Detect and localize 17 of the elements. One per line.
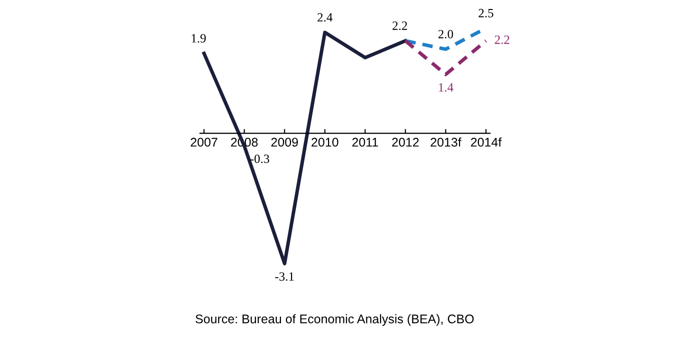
x-tick-label: 2013f <box>430 137 462 147</box>
x-tick-label: 2014f <box>470 137 502 147</box>
x-tick-label: 2007 <box>190 138 218 147</box>
data-label: 2.0 <box>438 30 454 38</box>
data-label: -3.1 <box>275 272 294 281</box>
x-tick-label: 2011 <box>352 138 378 147</box>
data-label: 2.5 <box>478 8 494 18</box>
x-tick-label: 2012 <box>392 138 419 147</box>
data-label: 2.2 <box>392 22 407 30</box>
data-label: 1.4 <box>438 83 454 92</box>
source-note: Source: Bureau of Economic Analysis (BEA), CBO <box>196 314 474 326</box>
data-label: 2.2 <box>494 36 510 44</box>
data-label: -0.3 <box>250 154 270 164</box>
x-tick-label: 2009 <box>271 138 298 147</box>
x-tick-label: 2010 <box>312 138 338 147</box>
data-label: 2.4 <box>318 13 332 22</box>
data-label: 1.9 <box>192 34 206 43</box>
